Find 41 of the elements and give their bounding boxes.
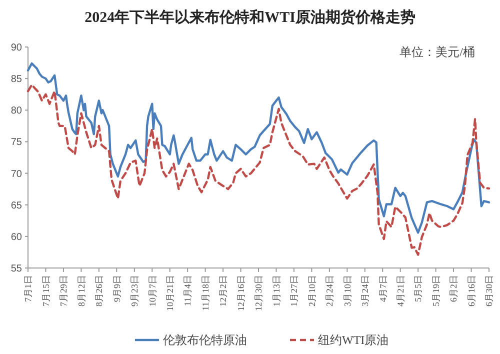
y-tick-label: 90 <box>10 42 22 54</box>
legend-label: 伦敦布伦特原油 <box>163 333 247 348</box>
x-tick-label: 4月21日 <box>395 275 406 306</box>
x-tick-label: 8月26日 <box>94 275 104 306</box>
x-tick-label: 10月21日 <box>164 275 175 311</box>
x-tick-label: 1月27日 <box>289 275 300 306</box>
legend-label: 纽约WTI原油 <box>318 333 389 348</box>
x-tick-label: 4月7日 <box>378 275 388 302</box>
x-tick-label: 7月29日 <box>58 275 69 306</box>
line-series <box>26 84 490 256</box>
x-tick-label: 10月7日 <box>147 275 158 306</box>
x-tick-label: 3月24日 <box>360 275 370 306</box>
x-tick-label: 6月2日 <box>448 275 459 302</box>
x-tick-label: 5月19日 <box>430 275 441 306</box>
x-tick-label: 11月4日 <box>182 275 193 306</box>
x-tick-label: 7月15日 <box>40 275 51 306</box>
x-tick-label: 5月5日 <box>413 275 424 302</box>
x-tick-label: 1月13日 <box>271 275 282 306</box>
y-tick-label: 65 <box>10 200 22 212</box>
x-tick-label: 3月10日 <box>342 275 352 306</box>
line-series <box>26 62 490 234</box>
x-tick-label: 9月9日 <box>112 275 122 302</box>
y-tick-label: 70 <box>10 168 22 180</box>
y-tick-label: 75 <box>10 137 22 148</box>
x-tick-label: 12月30日 <box>254 275 264 311</box>
chart-title: 2024年下半年以来布伦特和WTI原油期货价格走势 <box>84 9 416 26</box>
y-tick-label: 80 <box>10 106 22 117</box>
x-tick-label: 8月12日 <box>76 275 86 306</box>
y-tick-label: 85 <box>10 74 22 86</box>
annotation: 单位：美元/桶 <box>400 45 475 59</box>
x-tick-label: 2月24日 <box>324 275 335 306</box>
y-tick-label: 60 <box>10 232 22 243</box>
x-tick-label: 2月10日 <box>306 275 317 306</box>
x-tick-label: 9月23日 <box>130 275 140 306</box>
y-tick-label: 55 <box>10 264 22 274</box>
x-tick-label: 12月2日 <box>218 275 228 306</box>
x-tick-label: 11月18日 <box>200 275 210 311</box>
x-tick-label: 6月30日 <box>484 275 494 306</box>
x-tick-label: 12月16日 <box>236 275 246 311</box>
x-tick-label: 6月16日 <box>466 275 476 306</box>
x-tick-label: 7月1日 <box>23 275 34 302</box>
